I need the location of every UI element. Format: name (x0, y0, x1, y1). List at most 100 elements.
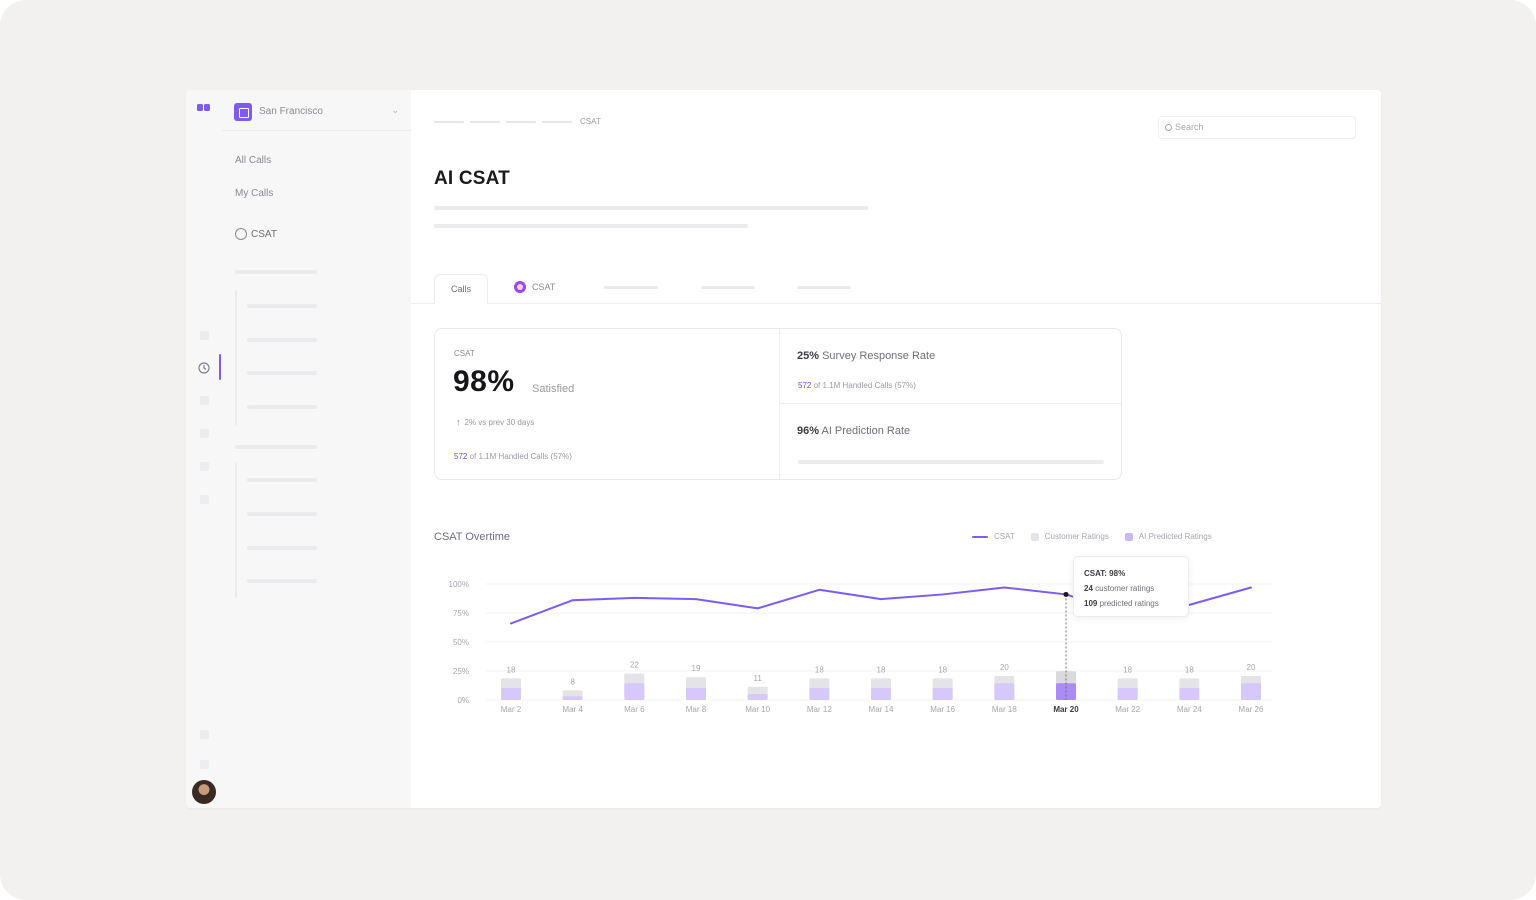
history-icon[interactable] (197, 361, 211, 375)
sidebar-item-placeholder[interactable] (247, 405, 317, 409)
breadcrumb-placeholder[interactable] (506, 120, 536, 123)
csat-icon (235, 228, 247, 240)
legend-swatch (1030, 532, 1039, 541)
help-icon[interactable] (200, 730, 209, 739)
prediction-rate-value: 96% (797, 425, 820, 437)
rail-item-icon[interactable] (200, 331, 209, 340)
breadcrumb-placeholder[interactable] (470, 120, 500, 123)
tab-placeholder[interactable] (604, 286, 658, 289)
workspace-name: San Francisco (259, 106, 323, 117)
csat-summary-card: CSAT 98% Satisfied ↑ 2% vs prev 30 days … (434, 328, 1122, 480)
bar-ai-predicted-ratings[interactable] (994, 683, 1015, 700)
x-tick-label: Mar 4 (562, 705, 583, 714)
bar-ai-predicted-ratings[interactable] (501, 688, 521, 700)
footer-highlight[interactable]: 572 (454, 452, 468, 461)
tooltip-customer-value: 24 (1084, 584, 1093, 593)
sidebar-tree-line (235, 463, 237, 598)
sidebar-item-placeholder[interactable] (247, 304, 317, 308)
chart-tooltip: CSAT: 98% 24 customer ratings 109 predic… (1073, 556, 1189, 617)
x-tick-label: Mar 22 (1115, 705, 1140, 714)
tooltip-customer-label: customer ratings (1095, 584, 1155, 593)
sidebar-item-placeholder[interactable] (247, 478, 317, 482)
tab-placeholder[interactable] (701, 286, 755, 289)
breadcrumb-placeholder[interactable] (542, 120, 572, 123)
bar-ai-predicted-ratings[interactable] (1179, 688, 1200, 700)
bar-ai-predicted-ratings[interactable] (1117, 688, 1138, 700)
legend-swatch (1124, 532, 1133, 541)
tooltip-predicted-label: predicted ratings (1099, 599, 1159, 608)
x-tick-label: Mar 6 (624, 705, 645, 714)
x-tick-label: Mar 2 (501, 705, 522, 714)
prediction-rate: 96% AI Prediction Rate (797, 425, 910, 437)
response-rate-value: 25% (797, 350, 820, 362)
rail-item-icon[interactable] (200, 462, 209, 471)
x-tick-label: Mar 24 (1177, 705, 1202, 714)
chevron-down-icon: ⌄ (391, 105, 399, 115)
chart-title: CSAT Overtime (434, 531, 510, 543)
legend-item-customer-ratings[interactable]: Customer Ratings (1030, 532, 1109, 541)
app-window: San Francisco ⌄ All Calls My Calls CSAT (186, 90, 1381, 808)
legend-line-swatch (972, 535, 988, 538)
bar-ai-predicted-ratings[interactable] (624, 683, 645, 700)
legend-label: CSAT (994, 532, 1015, 541)
chart-legend: CSAT Customer Ratings AI Predicted Ratin… (972, 532, 1212, 541)
sidebar-item-my-calls[interactable]: My Calls (235, 188, 274, 199)
description-placeholder (434, 206, 868, 210)
y-tick-label: 0% (457, 696, 469, 705)
sidebar-item-placeholder[interactable] (247, 338, 317, 342)
workspace-switcher[interactable]: San Francisco ⌄ (234, 102, 399, 124)
tab-calls[interactable]: Calls (434, 274, 488, 304)
sidebar-item-label: CSAT (251, 228, 277, 240)
y-tick-label: 75% (453, 609, 469, 618)
settings-icon[interactable] (200, 760, 209, 769)
bar-ai-predicted-ratings[interactable] (1241, 683, 1261, 700)
x-tick-label: Mar 10 (745, 705, 770, 714)
user-avatar[interactable] (192, 780, 216, 804)
y-tick-label: 50% (453, 638, 469, 647)
csat-point-highlight[interactable] (1063, 591, 1069, 597)
prediction-rate-bar (798, 460, 1104, 464)
description-placeholder (434, 224, 748, 228)
prediction-rate-label: AI Prediction Rate (821, 425, 911, 437)
bar-data-label: 18 (1123, 665, 1132, 674)
response-rate-label: Survey Response Rate (822, 350, 936, 362)
bar-ai-predicted-ratings[interactable] (686, 688, 706, 700)
search-input[interactable]: Search (1158, 116, 1356, 139)
bar-ai-predicted-ratings[interactable] (809, 688, 830, 700)
sidebar-section-placeholder (235, 445, 317, 449)
legend-item-ai-predicted-ratings[interactable]: AI Predicted Ratings (1124, 532, 1212, 541)
bar-data-label: 18 (507, 665, 516, 674)
x-tick-label: Mar 8 (686, 705, 707, 714)
sidebar-tree-line (235, 290, 237, 425)
bar-data-label: 22 (630, 661, 639, 670)
breadcrumb-placeholder[interactable] (434, 120, 464, 123)
bar-ai-predicted-ratings[interactable] (747, 694, 768, 700)
legend-item-csat[interactable]: CSAT (972, 532, 1015, 541)
bar-ai-predicted-ratings[interactable] (871, 688, 891, 700)
sidebar-item-all-calls[interactable]: All Calls (235, 155, 272, 166)
search-icon (1165, 124, 1172, 131)
sidebar-item-placeholder[interactable] (247, 371, 317, 375)
trend-text: 2% vs prev 30 days (464, 417, 535, 427)
bar-ai-predicted-ratings[interactable] (932, 688, 953, 700)
sidebar-item-placeholder[interactable] (247, 512, 317, 516)
csat-label: CSAT (454, 349, 475, 358)
rail-item-icon[interactable] (200, 396, 209, 405)
rail-item-icon[interactable] (200, 429, 209, 438)
response-sub-text: of 1.1M Handled Calls (57%) (813, 381, 916, 390)
rail-item-icon[interactable] (200, 495, 209, 504)
sidebar-item-placeholder[interactable] (247, 579, 317, 583)
tab-csat[interactable]: CSAT (514, 281, 555, 293)
bar-data-label: 20 (1247, 663, 1256, 672)
divider (222, 130, 411, 131)
tab-placeholder[interactable] (797, 286, 851, 289)
response-sub-highlight[interactable]: 572 (798, 381, 812, 390)
sidebar-item-placeholder[interactable] (247, 546, 317, 550)
workspace-icon (234, 103, 252, 121)
bar-ai-predicted-ratings[interactable] (562, 696, 583, 700)
bar-data-label: 20 (1000, 663, 1009, 672)
tabs-divider (411, 303, 1381, 304)
sidebar-item-csat[interactable]: CSAT (235, 227, 277, 241)
breadcrumb: CSAT (434, 117, 601, 126)
